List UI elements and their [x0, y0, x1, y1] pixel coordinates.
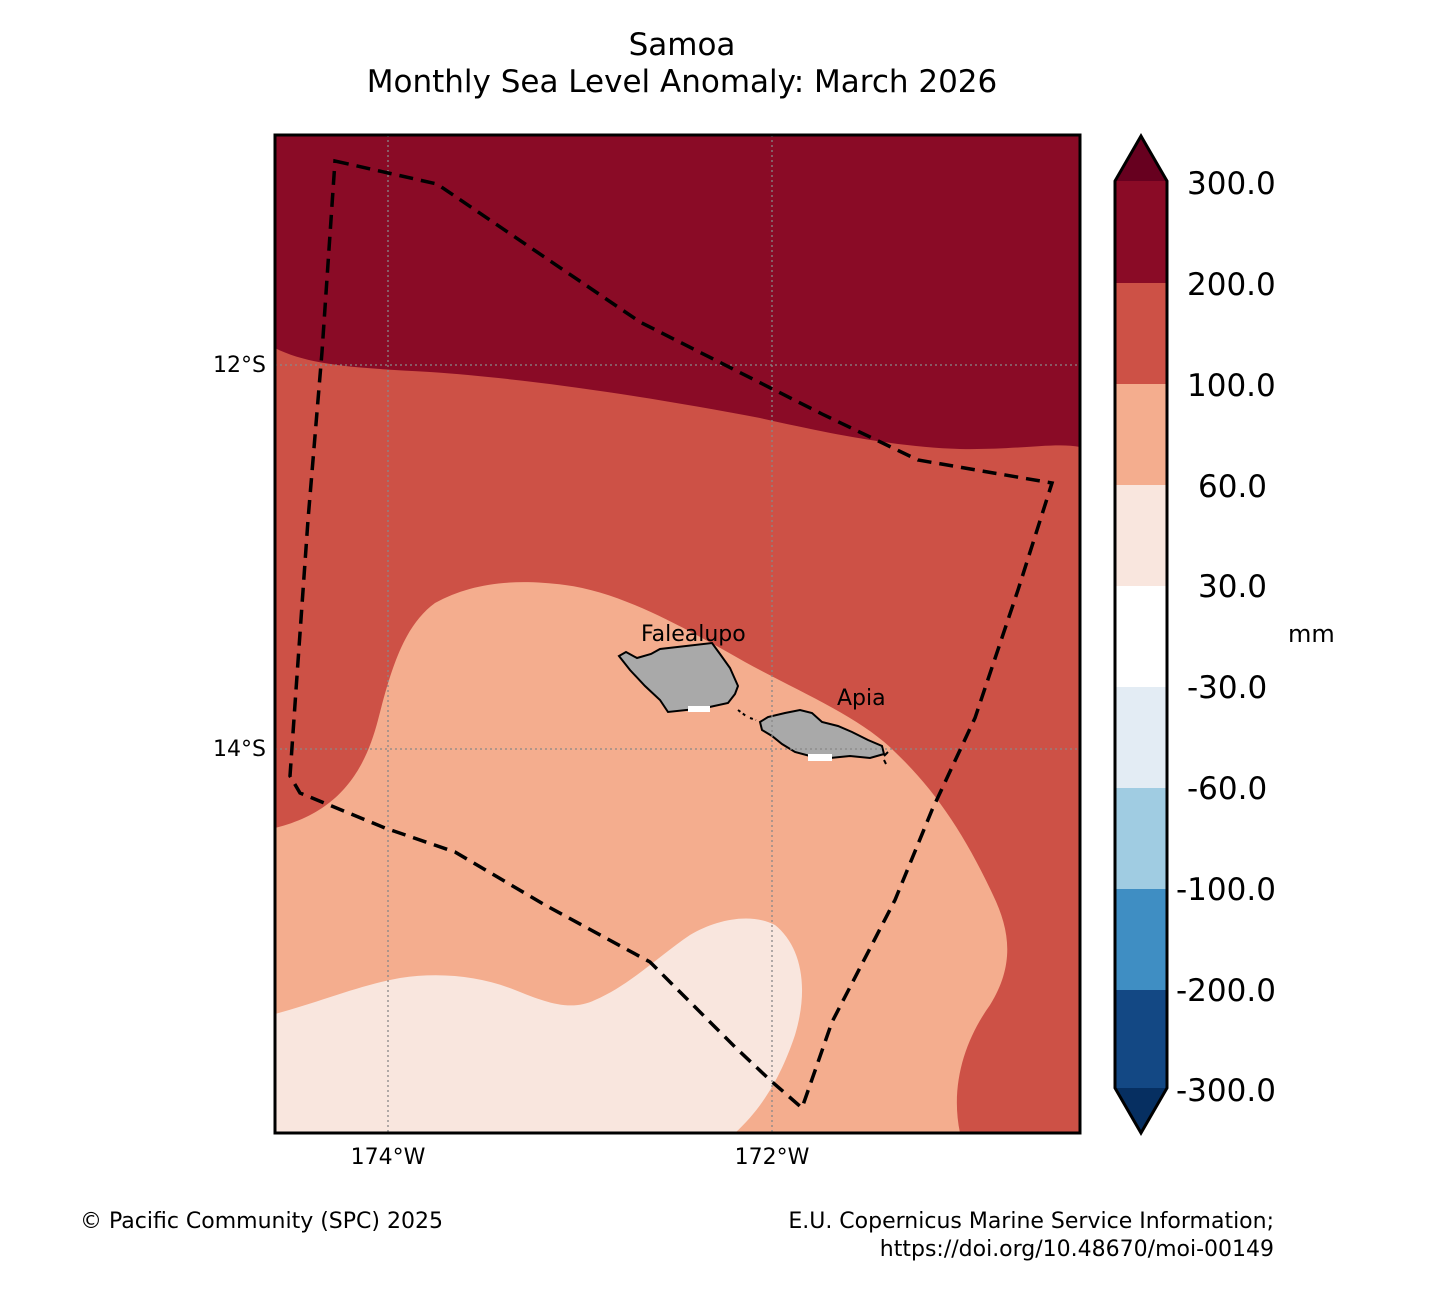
colorbar-tick-label: 60.0 — [1198, 469, 1267, 505]
strait-line — [737, 709, 757, 721]
colorbar-tick-label: -300.0 — [1176, 1073, 1276, 1109]
anomaly-band-30-60 — [275, 918, 803, 1133]
colorbar-tick-label: 100.0 — [1187, 368, 1276, 404]
coast-detail — [883, 751, 889, 765]
colorbar-swatch — [1115, 485, 1167, 586]
place-label-falealupo: Falealupo — [641, 622, 746, 647]
colorbar: 300.0 200.0 100.0 60.0 30.0 -30.0 -60.0 … — [1113, 133, 1335, 1136]
gridlines — [275, 135, 1080, 1133]
colorbar-swatch — [1115, 586, 1167, 687]
eez-boundary — [288, 158, 1055, 1112]
colorbar-tick-label: 30.0 — [1198, 569, 1267, 605]
lat-label-14s: 14°S — [213, 737, 266, 762]
colorbar-swatch — [1115, 788, 1167, 889]
colorbar-swatch — [1115, 384, 1167, 485]
map-subtitle: Monthly Sea Level Anomaly: March 2026 — [366, 64, 998, 100]
colorbar-tick-label: 200.0 — [1187, 267, 1276, 303]
data-source-line1: E.U. Copernicus Marine Service Informati… — [788, 1209, 1274, 1234]
near-zero-patch — [808, 754, 832, 761]
near-zero-patch — [688, 706, 710, 712]
map-title: Samoa — [628, 27, 736, 63]
data-source-credit: E.U. Copernicus Marine Service Informati… — [680, 1208, 1274, 1264]
savaii-island — [617, 641, 740, 714]
lon-label-174w: 174°W — [351, 1145, 426, 1170]
lon-label-172w: 172°W — [735, 1145, 810, 1170]
map-plot-area — [275, 135, 1080, 1133]
colorbar-swatch — [1115, 283, 1167, 384]
lat-label-12s: 12°S — [213, 353, 266, 378]
colorbar-tick-label: -100.0 — [1176, 872, 1276, 908]
colorbar-swatch — [1115, 990, 1167, 1088]
colorbar-unit-label: mm — [1288, 620, 1335, 648]
map-frame — [273, 133, 1082, 1135]
colorbar-swatch — [1115, 889, 1167, 990]
data-source-doi: https://doi.org/10.48670/moi-00149 — [879, 1237, 1274, 1262]
colorbar-over-extension — [1115, 136, 1167, 181]
place-label-apia: Apia — [837, 686, 886, 711]
colorbar-swatch — [1115, 687, 1167, 788]
copyright-text: © Pacific Community (SPC) 2025 — [80, 1209, 443, 1234]
upolu-island — [758, 708, 886, 760]
colorbar-outline — [1113, 133, 1169, 1136]
colorbar-under-extension — [1115, 1088, 1167, 1133]
colorbar-swatch — [1115, 181, 1167, 283]
colorbar-tick-label: -30.0 — [1187, 670, 1267, 706]
colorbar-tick-label: -60.0 — [1187, 771, 1267, 807]
colorbar-tick-label: -200.0 — [1176, 973, 1276, 1009]
colorbar-tick-label: 300.0 — [1187, 166, 1276, 202]
